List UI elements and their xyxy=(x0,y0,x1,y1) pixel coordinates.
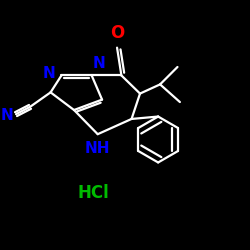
Text: N: N xyxy=(43,66,56,80)
Text: NH: NH xyxy=(85,142,110,156)
Text: N: N xyxy=(0,108,13,123)
Text: HCl: HCl xyxy=(77,184,109,202)
Text: O: O xyxy=(110,24,124,42)
Text: N: N xyxy=(93,56,106,70)
